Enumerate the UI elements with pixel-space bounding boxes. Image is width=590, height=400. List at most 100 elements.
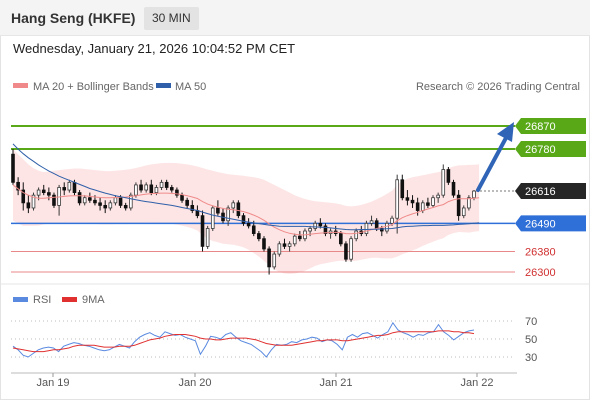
candle-body [287,243,292,247]
candle-body [205,228,210,247]
candle-body [108,202,113,209]
candle-body [298,235,302,240]
candle-body [441,169,446,196]
rsi-tick-50: 50 [525,334,537,346]
candle-body [11,153,15,183]
rsi-tick-30: 30 [525,352,537,364]
candle-body [185,199,189,206]
candle-body [246,222,251,227]
level-value-26380: 26380 [525,247,556,259]
candle-body [262,238,266,250]
candle-body [369,220,374,224]
level-tag-26780 [515,141,586,158]
candle-body [16,181,20,191]
candle-body [339,233,343,245]
ma20-line [12,184,480,236]
candle-body [292,235,297,245]
rsi-grid: 70 50 30 [11,316,537,364]
candle-body [144,184,148,191]
candle-body [200,215,205,247]
candle-body [390,217,394,224]
level-value-26780: 26780 [525,144,556,156]
rsi-lines [12,321,475,358]
candle-body [426,202,430,206]
x-tick-label: Jan 20 [178,377,211,389]
candle-body [103,205,108,209]
candle-body [139,184,143,191]
level-value-26490: 26490 [525,218,556,230]
timestamp: Wednesday, January 21, 2026 10:04:52 PM … [13,41,296,56]
candle-body [251,225,256,234]
candle-body [164,181,169,188]
candle-body [169,187,174,191]
candle-body [308,228,312,232]
candle-body [431,197,435,206]
candle-body [123,205,128,209]
ma50-line [12,143,480,231]
candle-body [354,230,358,240]
candle-body [175,189,179,196]
candle-body [47,192,51,196]
candle-body [349,238,353,260]
candle-body [67,181,72,191]
candle-body [257,233,261,240]
candle-body [323,225,328,234]
candle-body [113,197,118,204]
ma50-legend-label: MA 50 [175,81,206,93]
candle-body [26,202,31,209]
candle-body [379,228,384,232]
rsi-ma-legend-swatch [62,297,77,302]
rsi-line [12,321,475,358]
candle-body [118,197,123,206]
candle-body [374,220,379,229]
candle-body [210,207,215,229]
candle-body [82,197,87,204]
forecast-arrow-layer [476,122,514,192]
candle-body [21,189,26,204]
candle-body [154,187,159,193]
candle-body [190,205,195,211]
instrument-title: Hang Seng (HKFE) [11,10,136,26]
candle-body [267,248,271,268]
bollinger-band [13,149,480,274]
candle-body [472,190,476,199]
candle-body [461,207,466,217]
candle-body [159,181,164,188]
candle-body [72,181,77,193]
candle-body [456,194,461,217]
candle-body [77,192,82,204]
candle-body [93,199,97,204]
candle-body [395,179,399,219]
moving-average-layer [12,143,480,236]
research-credit: Research © 2026 Trading Central [416,81,580,93]
candle-body [410,199,415,204]
candle-body [236,202,241,217]
bb-legend-swatch [13,83,28,88]
header-bar: Hang Seng (HKFE) 30 MIN [0,0,590,36]
candle-body [436,194,440,199]
x-axis-ticks: Jan 19 Jan 20 Jan 21 Jan 22 [36,373,494,389]
candle-body [277,243,282,255]
candle-body [318,222,323,227]
candle-body [344,243,348,260]
level-value-26870: 26870 [525,121,556,133]
candle-body [180,194,184,201]
interval-button[interactable]: 30 MIN [144,7,199,30]
bollinger-band-layer [13,149,480,274]
rsi-tick-70: 70 [525,316,537,328]
x-tick-label: Jan 19 [36,377,69,389]
candle-body [36,189,41,196]
level-value-26616: 26616 [525,186,556,198]
forecast-arrow-shaft [476,134,509,192]
x-tick-label: Jan 22 [460,377,493,389]
level-labels: 26870 26780 26616 26490 26380 26300 [515,118,586,279]
forecast-arrow-head [497,122,514,142]
candle-body [226,207,230,222]
candle-body [446,169,451,183]
level-value-26300: 26300 [525,267,556,279]
rsi-ma-legend-label: 9MA [82,294,105,306]
candle-body [451,181,456,196]
bb-legend-label: MA 20 + Bollinger Bands [33,81,154,93]
ma50-legend-swatch [156,83,171,88]
